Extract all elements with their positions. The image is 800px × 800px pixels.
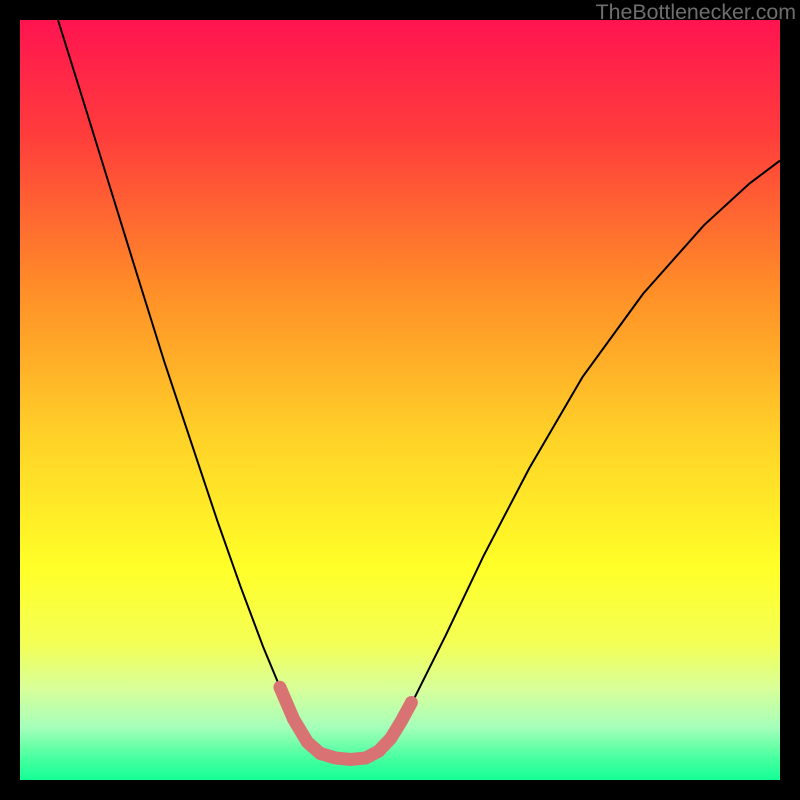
watermark-text: TheBottlenecker.com: [596, 0, 796, 25]
plot-area: [20, 20, 780, 780]
valley-overlay-curve: [280, 687, 411, 759]
chart-root: TheBottlenecker.com: [0, 0, 800, 800]
main-v-curve: [58, 20, 780, 759]
curves-layer: [20, 20, 780, 780]
